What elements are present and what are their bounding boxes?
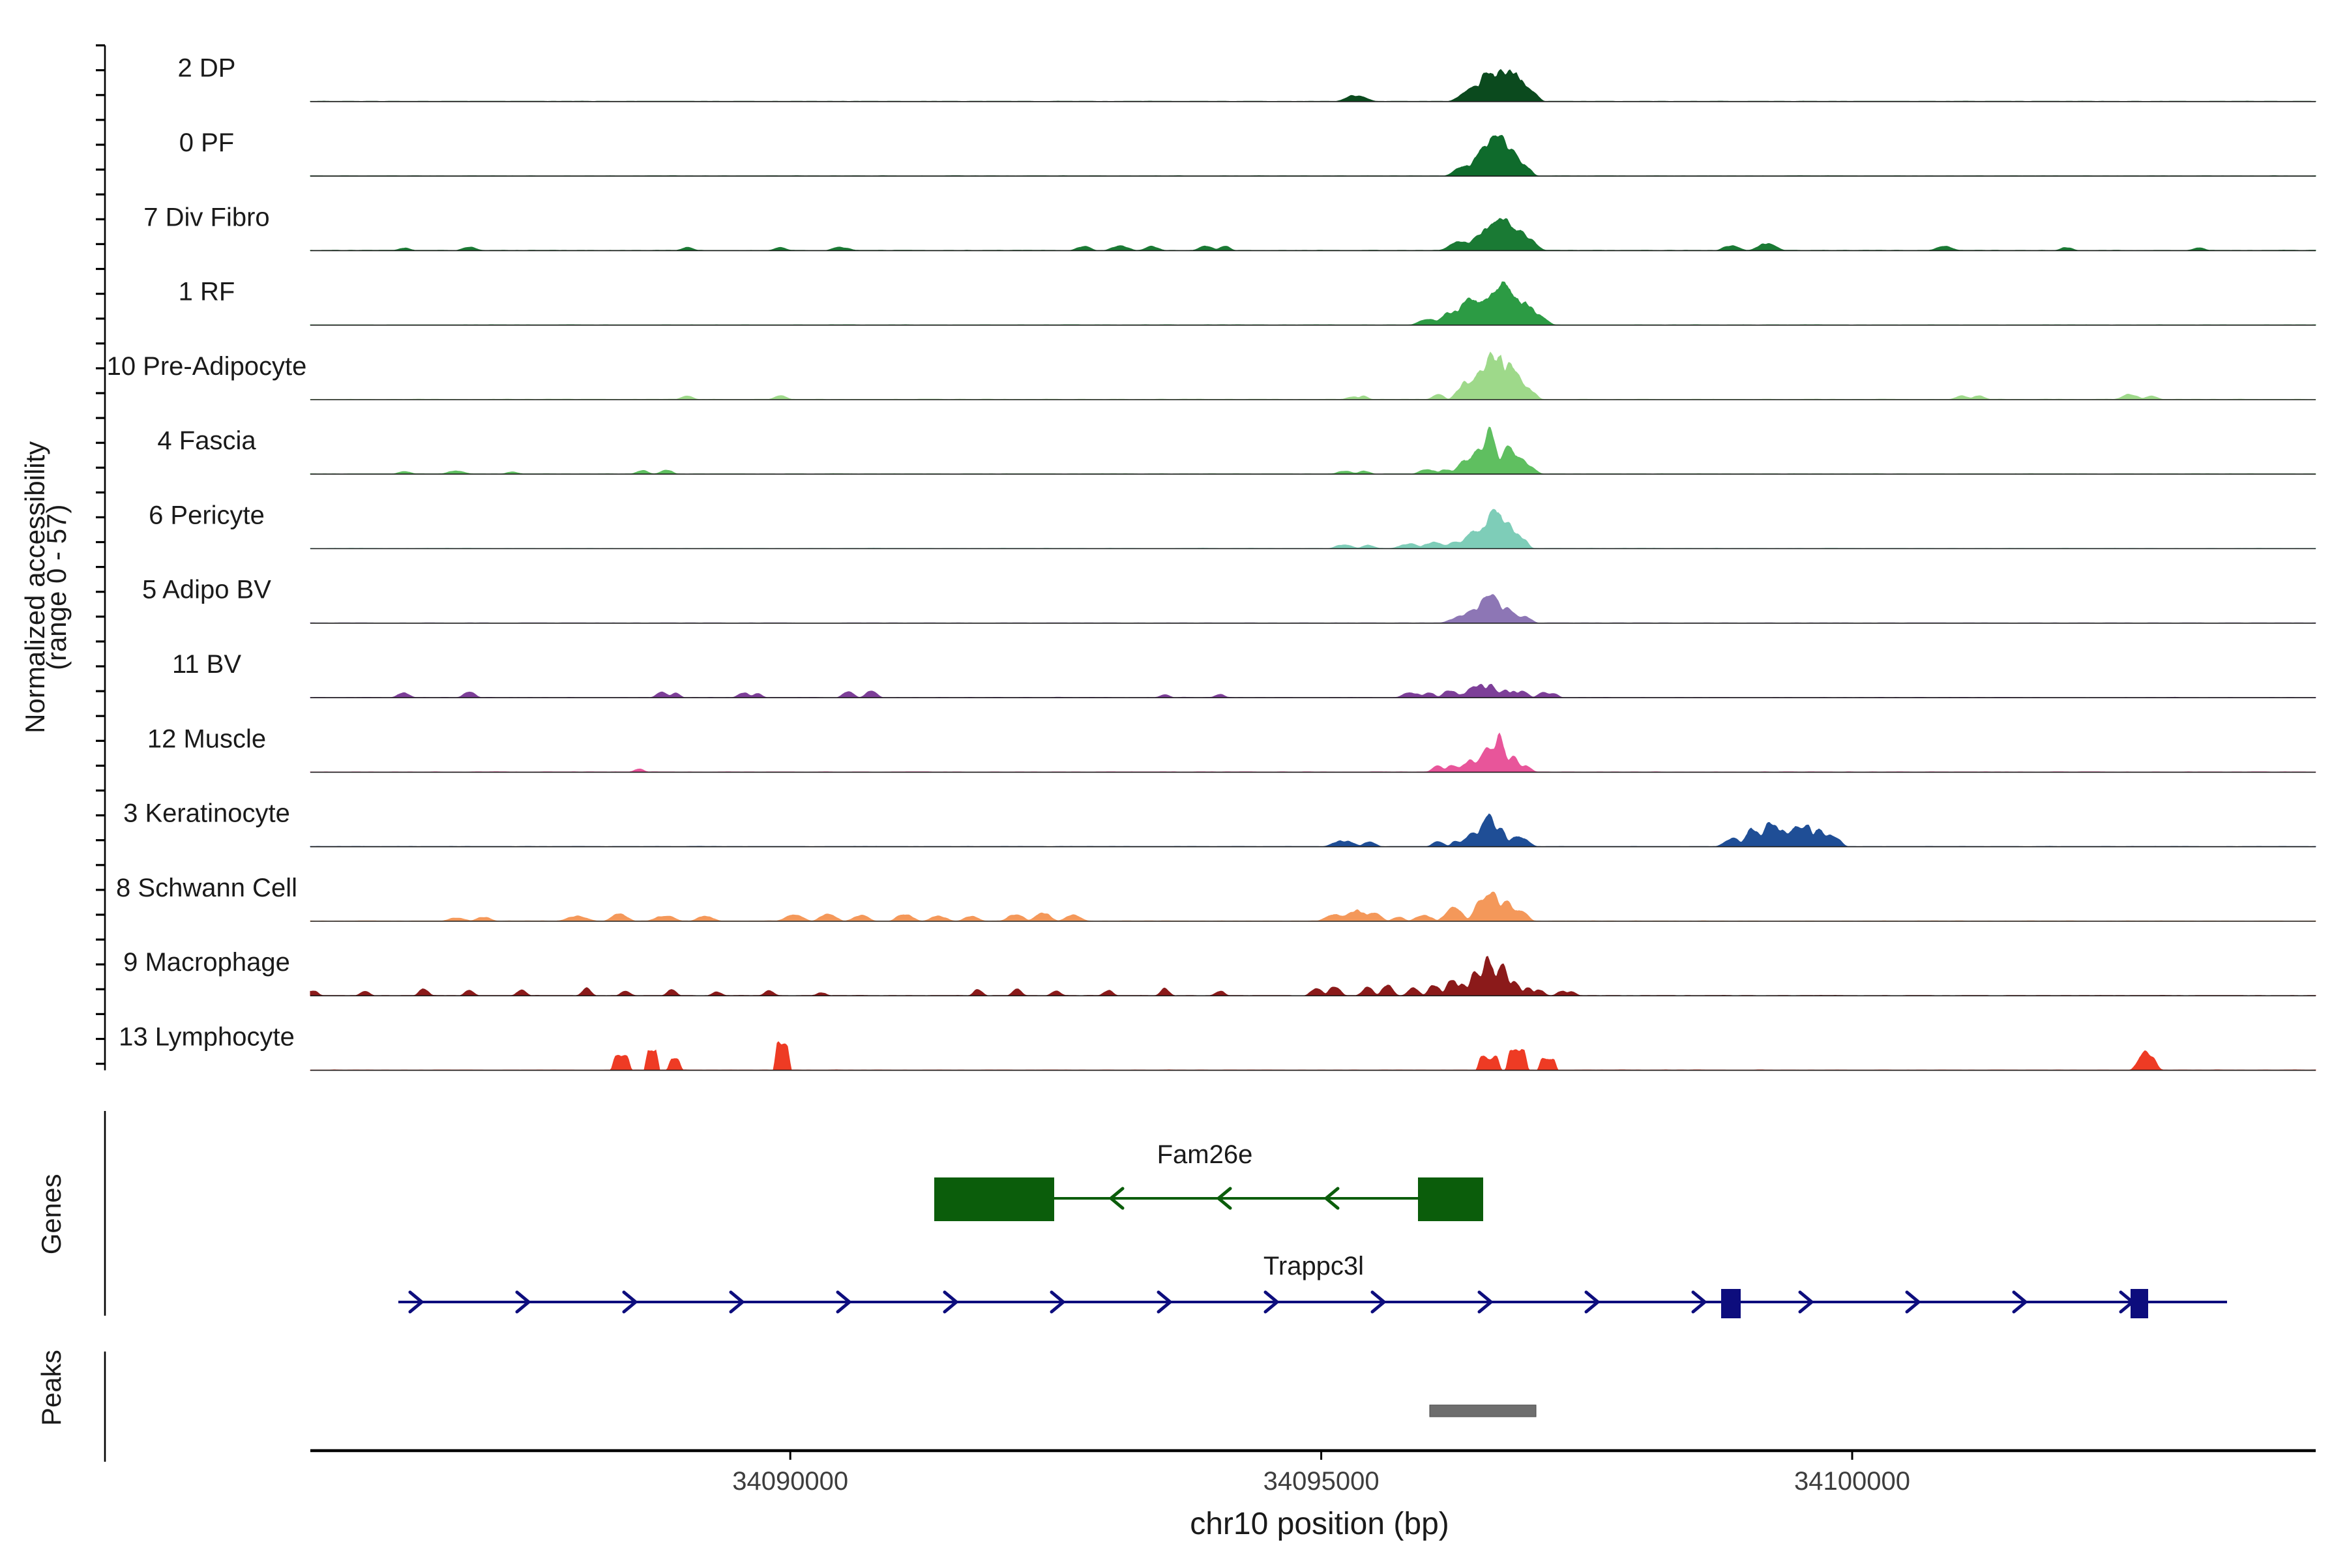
svg-text:3 Keratinocyte: 3 Keratinocyte bbox=[123, 799, 290, 828]
svg-text:1 RF: 1 RF bbox=[179, 278, 235, 306]
svg-text:5 Adipo BV: 5 Adipo BV bbox=[142, 576, 271, 604]
svg-text:12 Muscle: 12 Muscle bbox=[147, 724, 266, 753]
svg-text:8 Schwann Cell: 8 Schwann Cell bbox=[116, 874, 297, 902]
svg-text:34090000: 34090000 bbox=[732, 1467, 848, 1496]
svg-text:10 Pre-Adipocyte: 10 Pre-Adipocyte bbox=[107, 352, 307, 381]
svg-text:2 DP: 2 DP bbox=[178, 54, 236, 83]
svg-text:Trappc3l: Trappc3l bbox=[1263, 1252, 1364, 1280]
svg-text:13 Lymphocyte: 13 Lymphocyte bbox=[119, 1023, 295, 1052]
svg-text:(range 0 - 57): (range 0 - 57) bbox=[41, 505, 72, 670]
svg-text:4 Fascia: 4 Fascia bbox=[157, 426, 256, 455]
svg-text:34100000: 34100000 bbox=[1794, 1467, 1910, 1496]
svg-text:Fam26e: Fam26e bbox=[1157, 1140, 1253, 1169]
svg-text:Peaks: Peaks bbox=[36, 1350, 66, 1426]
svg-text:Genes: Genes bbox=[36, 1174, 66, 1255]
svg-text:11 BV: 11 BV bbox=[172, 650, 241, 679]
svg-text:chr10 position (bp): chr10 position (bp) bbox=[1190, 1507, 1449, 1541]
svg-text:7 Div Fibro: 7 Div Fibro bbox=[143, 203, 269, 231]
svg-text:0 PF: 0 PF bbox=[179, 128, 234, 157]
svg-text:34095000: 34095000 bbox=[1263, 1467, 1380, 1496]
svg-text:9 Macrophage: 9 Macrophage bbox=[123, 948, 290, 977]
svg-text:6 Pericyte: 6 Pericyte bbox=[149, 501, 265, 529]
